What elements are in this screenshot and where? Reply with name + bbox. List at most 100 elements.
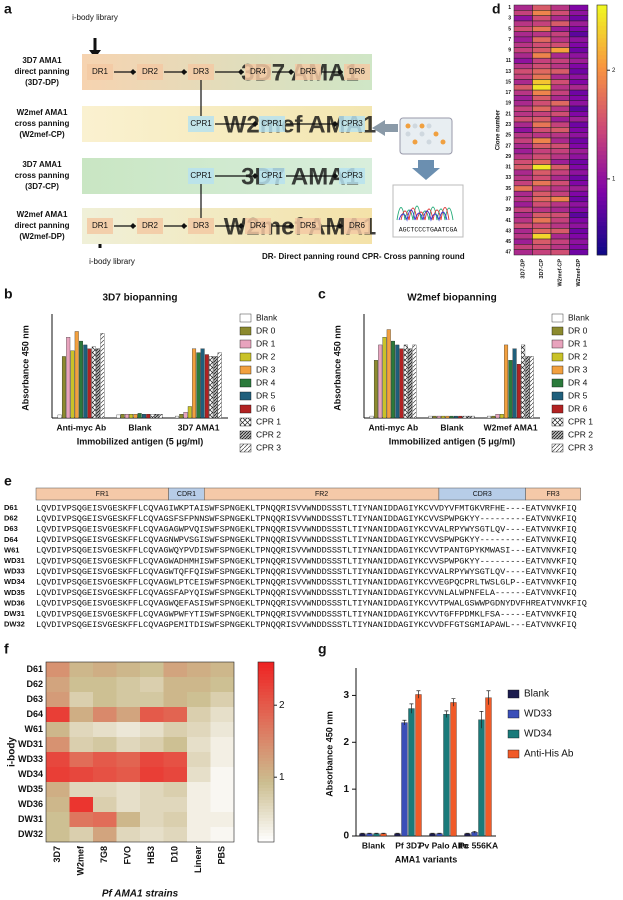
- sequence-segment: EATVNVKFIQ: [526, 567, 577, 577]
- sequence-segment: LQVDIVPSQGEISVGESKFFLCQVAG: [36, 514, 169, 524]
- x-tick-label: Pc 556KA: [459, 840, 498, 850]
- heatmap-cell: [513, 244, 533, 250]
- heatmap-cell: [569, 164, 589, 171]
- heatmap-cell: [550, 47, 570, 54]
- row-label: 3: [508, 16, 511, 22]
- colorbar-step: [258, 674, 274, 678]
- bar: [399, 348, 404, 419]
- panning-label: W2mef AMA1: [17, 210, 68, 219]
- colorbar-step: [597, 171, 607, 177]
- colorbar-step: [597, 25, 607, 31]
- panning-label: W2mef AMA1: [17, 108, 68, 117]
- heatmap-cell: [532, 79, 552, 86]
- panel-label: b: [4, 286, 13, 302]
- bar: [87, 348, 92, 419]
- bar: [485, 697, 492, 837]
- sequence-segment: LQVDIVPSQGEISVGESKFFLCQVAG: [36, 577, 169, 587]
- step-box: [344, 218, 370, 234]
- colorbar-step: [258, 710, 274, 714]
- bar: [192, 348, 197, 419]
- column-label: 7G8: [99, 846, 109, 863]
- heatmap-cell: [550, 153, 570, 160]
- step-box: [188, 168, 214, 184]
- colorbar-step: [597, 113, 607, 118]
- heatmap-cell: [550, 79, 570, 86]
- sequence: AGCTCCCTGAATCGA: [399, 227, 458, 234]
- region-label: FR1: [96, 491, 109, 498]
- bar: [491, 415, 496, 419]
- legend-swatch: [551, 326, 564, 336]
- colorbar-step: [597, 238, 607, 243]
- step-box: [137, 218, 163, 234]
- sequence-segment: SWFSPNGEKLTPNQQRISVVWNDDSSSTLTIYNANIDDAG…: [204, 535, 440, 545]
- heatmap-cell: [550, 169, 570, 176]
- bar: [432, 415, 437, 419]
- heatmap-cell: [569, 26, 589, 32]
- row-label: 9: [508, 48, 511, 54]
- panel-label: f: [4, 641, 9, 657]
- bar: [378, 344, 383, 419]
- heatmap-cell: [532, 116, 552, 123]
- column-label: PBS: [217, 846, 227, 865]
- heatmap-cell: [550, 31, 570, 38]
- heatmap-cell: [93, 797, 117, 812]
- x-tick-label: Blank: [362, 840, 385, 850]
- heatmap-cell: [513, 180, 533, 187]
- sequence-segment: WPWFYTI: [169, 609, 205, 619]
- clone-name: W61: [4, 545, 19, 554]
- bar: [412, 344, 417, 419]
- heatmap-cell: [46, 767, 70, 782]
- heatmap-cell: [532, 244, 552, 250]
- colorbar-step: [258, 803, 274, 807]
- colorbar-step: [597, 63, 607, 68]
- sequence-segment: EATVNVKFIQ: [526, 620, 577, 630]
- sequence-segment: DFFGTSGMIAPAWL---: [439, 620, 526, 630]
- colorbar-step: [597, 13, 607, 18]
- step-label: DR5: [300, 221, 317, 230]
- colorbar-step: [597, 59, 607, 64]
- sequence-segment: WTQFFQI: [169, 567, 205, 577]
- heatmap-cell: [116, 677, 140, 692]
- colorbar-step: [258, 809, 274, 813]
- x-axis-label: Immobilized antigen (5 μg/ml): [77, 436, 204, 446]
- heatmap-cell: [550, 180, 570, 187]
- colorbar-step: [258, 677, 274, 681]
- row-label: 11: [506, 58, 512, 64]
- heatmap-cell: [532, 84, 552, 91]
- legend-swatch: [239, 365, 252, 375]
- heatmap-cell: [513, 84, 533, 91]
- step-box: [188, 218, 214, 234]
- heatmap-cell: [513, 206, 533, 213]
- bar: [175, 415, 179, 419]
- bar: [57, 414, 62, 419]
- bar: [61, 356, 66, 419]
- sequence-segment: SWFSPNGEKLTPNQQRISVVWNDDSSSTLTIYNANIDDAG…: [204, 503, 440, 513]
- row-label: WD34: [18, 769, 43, 779]
- heatmap-cell: [46, 707, 70, 722]
- step-diamond: [337, 223, 343, 229]
- heatmap-cell: [550, 68, 570, 75]
- heatmap-cell: [210, 827, 234, 842]
- bar: [525, 356, 530, 419]
- error-bar: [409, 703, 414, 714]
- legend-label: DR 1: [256, 338, 276, 348]
- heatmap-cell: [532, 132, 552, 139]
- heatmap-cell: [569, 20, 589, 27]
- colorbar-step: [258, 797, 274, 801]
- colorbar-step: [258, 812, 274, 816]
- heatmap-cell: [140, 782, 164, 797]
- legend-swatch: [551, 391, 564, 401]
- heatmap-cell: [163, 677, 187, 692]
- x-tick-label: Pf 3D7: [395, 840, 422, 850]
- colorbar-step: [258, 668, 274, 672]
- colorbar-step: [258, 698, 274, 702]
- colorbar-step: [258, 755, 274, 759]
- heatmap-cell: [116, 662, 140, 677]
- clone-name: DW32: [4, 620, 25, 629]
- heatmap-cell: [163, 737, 187, 752]
- colorbar-step: [258, 740, 274, 744]
- colorbar-step: [597, 84, 607, 89]
- legend-swatch: [239, 417, 252, 427]
- heatmap-cell: [550, 212, 570, 219]
- heatmap-cell: [187, 767, 211, 782]
